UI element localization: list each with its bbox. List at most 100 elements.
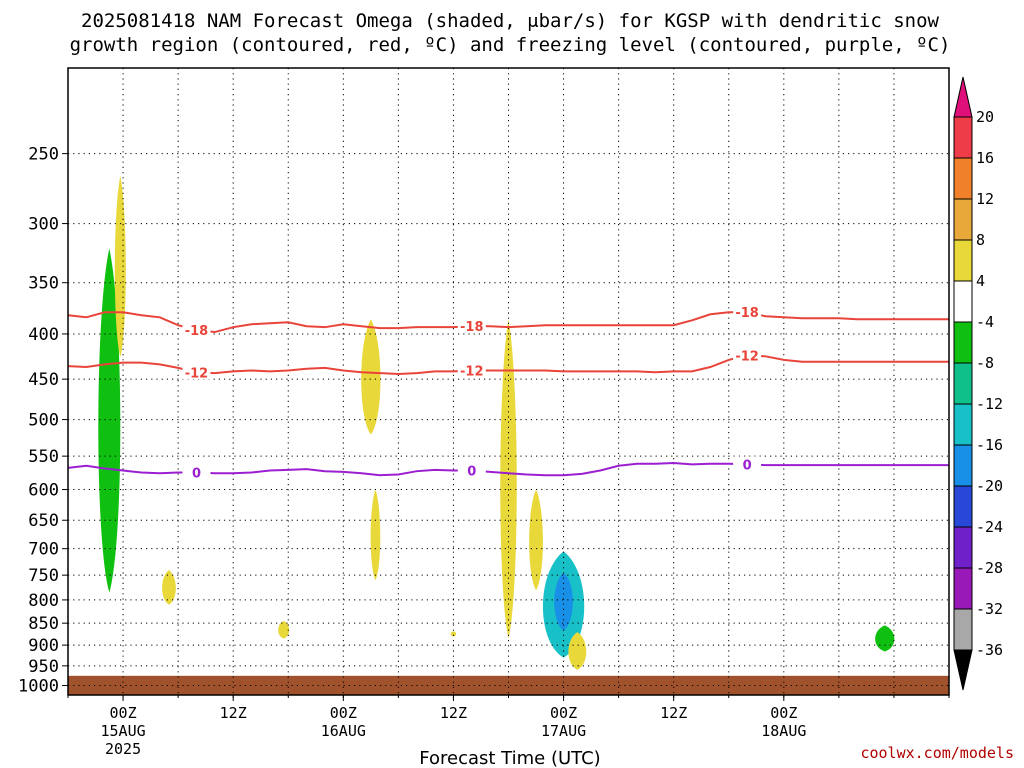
y-tick-label-900: 900 bbox=[28, 636, 59, 656]
x-tick-label-5: 12Z bbox=[660, 704, 687, 722]
colorbar-segment-1 bbox=[953, 157, 973, 200]
grid-lines bbox=[68, 68, 949, 695]
colorbar-label-5: -4 bbox=[976, 313, 994, 331]
x-axis-label: Forecast Time (UTC) bbox=[419, 748, 600, 768]
y-tick-label-300: 300 bbox=[28, 215, 59, 235]
colorbar-label-13: -36 bbox=[976, 641, 1003, 659]
colorbar-label-9: -20 bbox=[976, 477, 1003, 495]
colorbar-segment-8 bbox=[953, 444, 973, 487]
colorbar-label-0: 20 bbox=[976, 108, 994, 126]
colorbar-label-3: 8 bbox=[976, 231, 985, 249]
colorbar-segment-12 bbox=[953, 608, 973, 651]
colorbar: 20 16 12 8 4 -4 -8 -12 -16 -20 -24 -28 -32 -36 bbox=[953, 76, 1003, 691]
y-tick-label-500: 500 bbox=[28, 411, 59, 431]
contour-label--12-2: -12 bbox=[735, 349, 759, 364]
colorbar-label-11: -28 bbox=[976, 559, 1003, 577]
y-tick-label-750: 750 bbox=[28, 566, 59, 586]
x-tick-label-3: 12Z bbox=[440, 704, 467, 722]
colorbar-segment-7 bbox=[953, 403, 973, 446]
colorbar-segment-11 bbox=[953, 567, 973, 610]
contour-label-bg--18-1 bbox=[457, 318, 486, 334]
y-axis: 2503003504004505005506006507007508008509… bbox=[18, 145, 68, 697]
colorbar-segment-5 bbox=[953, 321, 973, 364]
contour-line--12 bbox=[68, 354, 949, 375]
x-tick-label-4: 00Z bbox=[550, 704, 577, 722]
x-tick-label-6: 00Z bbox=[770, 704, 797, 722]
contour-label-bg-0-2 bbox=[733, 456, 762, 472]
contour-label-bg--12-0 bbox=[182, 364, 211, 380]
contour-label--12-0: -12 bbox=[185, 366, 209, 381]
omega-region-3 bbox=[278, 620, 290, 639]
credit-text: coolwx.com/models bbox=[860, 744, 1014, 762]
y-tick-label-1000: 1000 bbox=[18, 677, 59, 697]
contour-lines: -18 -18 -18 -12 -12 -12 0 0 0 bbox=[68, 304, 949, 482]
contour-label-bg-0-1 bbox=[457, 462, 486, 478]
y-tick-label-800: 800 bbox=[28, 591, 59, 611]
colorbar-label-6: -8 bbox=[976, 354, 994, 372]
omega-region-2 bbox=[162, 569, 176, 605]
y-tick-label-450: 450 bbox=[28, 370, 59, 390]
contour-line--18 bbox=[68, 311, 949, 334]
contour-label-0-1: 0 bbox=[467, 465, 476, 480]
y-tick-label-950: 950 bbox=[28, 657, 59, 677]
omega-region-10 bbox=[568, 632, 587, 670]
chart-title-line2: growth region (contoured, red, ºC) and f… bbox=[70, 34, 951, 56]
contour-label--18-2: -18 bbox=[735, 306, 759, 321]
colorbar-label-8: -16 bbox=[976, 436, 1003, 454]
colorbar-segment-0 bbox=[953, 116, 973, 159]
contour-line-0 bbox=[68, 462, 949, 477]
omega-core-9 bbox=[554, 572, 573, 632]
contour-label-bg--18-2 bbox=[733, 304, 762, 320]
colorbar-bottom-arrow bbox=[953, 649, 973, 691]
contour-label-0-0: 0 bbox=[192, 467, 201, 482]
colorbar-segment-4 bbox=[953, 280, 973, 323]
y-tick-label-650: 650 bbox=[28, 511, 59, 531]
y-tick-label-250: 250 bbox=[28, 145, 59, 165]
colorbar-label-1: 16 bbox=[976, 149, 994, 167]
x-tick-label-1: 12Z bbox=[220, 704, 247, 722]
ground-layer bbox=[68, 675, 949, 695]
ground-fill bbox=[68, 675, 949, 695]
colorbar-label-2: 12 bbox=[976, 190, 994, 208]
contour-label-bg-0-0 bbox=[182, 464, 211, 480]
colorbar-label-10: -24 bbox=[976, 518, 1003, 536]
y-tick-label-550: 550 bbox=[28, 447, 59, 467]
y-tick-label-350: 350 bbox=[28, 274, 59, 294]
colorbar-top-arrow bbox=[953, 76, 973, 118]
contour-label-bg--18-0 bbox=[182, 322, 211, 338]
x-tick-date-2: 16AUG bbox=[321, 722, 366, 740]
omega-region-6 bbox=[450, 631, 457, 637]
colorbar-label-4: 4 bbox=[976, 272, 985, 290]
y-tick-label-600: 600 bbox=[28, 481, 59, 501]
contour-label-bg--12-2 bbox=[733, 347, 762, 363]
x-tick-year-0: 2025 bbox=[105, 740, 141, 758]
omega-region-11 bbox=[875, 625, 895, 652]
x-tick-date-4: 17AUG bbox=[541, 722, 586, 740]
x-tick-label-2: 00Z bbox=[330, 704, 357, 722]
colorbar-segment-3 bbox=[953, 239, 973, 282]
omega-region-5 bbox=[370, 489, 381, 581]
colorbar-label-12: -32 bbox=[976, 600, 1003, 618]
colorbar-segment-6 bbox=[953, 362, 973, 405]
colorbar-segment-10 bbox=[953, 526, 973, 569]
y-tick-label-400: 400 bbox=[28, 325, 59, 345]
y-tick-label-700: 700 bbox=[28, 540, 59, 560]
omega-region-8 bbox=[529, 489, 543, 591]
omega-shading bbox=[98, 175, 895, 670]
contour-label-bg--12-1 bbox=[457, 362, 486, 378]
y-tick-label-850: 850 bbox=[28, 614, 59, 634]
chart-title-line1: 2025081418 NAM Forecast Omega (shaded, μ… bbox=[81, 10, 939, 32]
omega-region-4 bbox=[361, 319, 381, 435]
x-tick-label-0: 00Z bbox=[110, 704, 137, 722]
contour-label--18-1: -18 bbox=[460, 320, 484, 335]
x-tick-date-6: 18AUG bbox=[761, 722, 806, 740]
colorbar-label-7: -12 bbox=[976, 395, 1003, 413]
contour-label--18-0: -18 bbox=[185, 324, 209, 339]
contour-label--12-1: -12 bbox=[460, 365, 484, 380]
colorbar-segment-9 bbox=[953, 485, 973, 528]
colorbar-segment-2 bbox=[953, 198, 973, 241]
contour-label-0-2: 0 bbox=[743, 458, 752, 473]
x-tick-date-0: 15AUG bbox=[100, 722, 145, 740]
